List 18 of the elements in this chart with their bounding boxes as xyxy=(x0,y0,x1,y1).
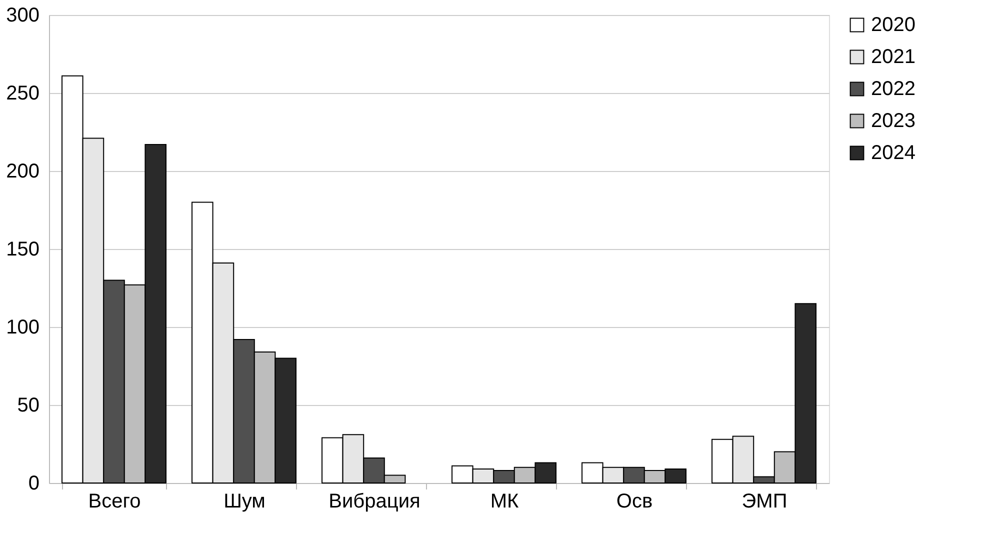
legend-label: 2022 xyxy=(871,78,916,100)
y-tick-label: 50 xyxy=(17,394,40,416)
legend-label: 2023 xyxy=(871,110,916,132)
y-tick-label: 150 xyxy=(6,238,40,260)
y-tick-label: 300 xyxy=(6,4,40,26)
legend-label: 2020 xyxy=(871,14,916,36)
x-tick-label: Всего xyxy=(88,490,141,512)
x-tick-label: Осв xyxy=(616,490,653,512)
y-tick-label: 250 xyxy=(6,82,40,104)
legend-label: 2021 xyxy=(871,46,916,68)
y-tick-label: 100 xyxy=(6,316,40,338)
y-tick-label: 0 xyxy=(28,472,40,494)
x-tick-label: МК xyxy=(490,490,520,512)
x-tick-label: Шум xyxy=(224,490,266,512)
x-tick-label: ЭМП xyxy=(742,490,788,512)
y-tick-label: 200 xyxy=(6,160,40,182)
legend-label: 2024 xyxy=(871,142,916,164)
x-tick-label: Вибрация xyxy=(328,490,420,512)
